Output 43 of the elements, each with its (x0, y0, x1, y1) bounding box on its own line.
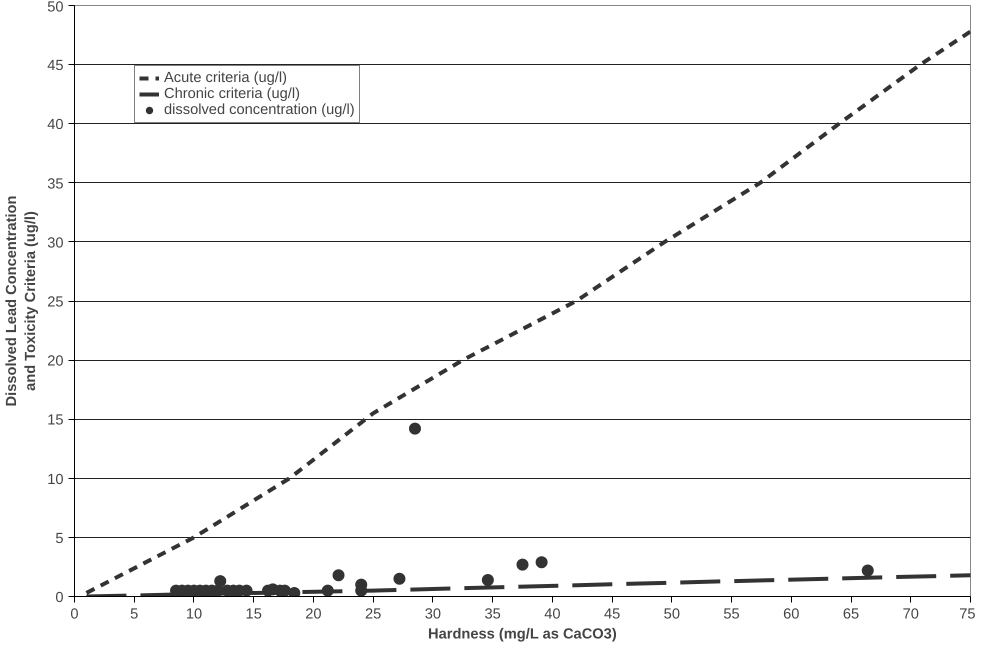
point (862, 564, 874, 576)
x-tick-label: 0 (70, 606, 79, 622)
y-tick-label: 45 (47, 58, 64, 74)
point (288, 586, 300, 596)
x-tick-label: 40 (544, 606, 561, 622)
y-tick-label: 10 (47, 472, 64, 488)
x-tick-label: 5 (130, 606, 138, 622)
legend-label: dissolved concentration (ug/l) (164, 102, 355, 118)
y-tick-label: 30 (47, 235, 64, 252)
point (322, 584, 334, 596)
x-axis-title: Hardness (mg/L as CaCO3) (428, 626, 617, 642)
x-tick-label: 50 (664, 606, 680, 622)
y-tick-label: 50 (47, 0, 64, 16)
point (332, 569, 345, 582)
x-tick-label: 55 (723, 606, 740, 622)
x-tick-label: 30 (424, 606, 442, 622)
point (214, 575, 226, 588)
y-tick-label: 40 (47, 117, 64, 134)
x-tick-label: 65 (842, 606, 860, 622)
line-series (84, 30, 970, 595)
x-tick-label: 10 (186, 606, 202, 622)
x-tick-label: 45 (604, 606, 620, 622)
y-tick-label: 15 (47, 412, 64, 429)
x-tick-label: 60 (783, 606, 800, 622)
x-tick-label: 35 (484, 606, 501, 622)
x-tick-label: 15 (246, 606, 262, 622)
legend-label: Chronic criteria (ug/l) (164, 86, 300, 102)
point (516, 558, 528, 571)
y-tick-label: 25 (47, 294, 64, 310)
y-tick-label: 0 (55, 590, 64, 606)
point (408, 422, 421, 435)
x-tick-label: 25 (365, 606, 382, 622)
legend-label: Acute criteria (ug/l) (164, 70, 287, 86)
point (393, 572, 406, 585)
y-tick-label: 35 (47, 176, 64, 192)
x-tick-label: 75 (959, 606, 976, 622)
y-tick-label: 5 (55, 530, 64, 547)
y-tick-label: 20 (47, 354, 64, 370)
x-tick-label: 70 (902, 606, 919, 622)
point (536, 556, 548, 568)
point (482, 574, 494, 586)
y-axis-title: Dissolved Lead Concentration and Toxicity Criteria (ug/l) (4, 195, 40, 406)
x-tick-label: 20 (305, 606, 322, 622)
